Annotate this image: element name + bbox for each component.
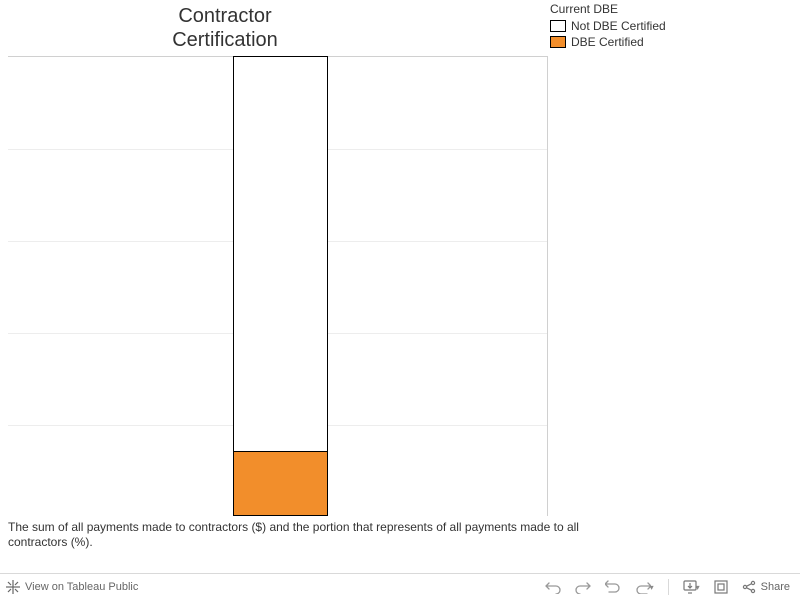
tableau-logo-icon <box>6 580 20 594</box>
tableau-toolbar: View on Tableau Public <box>0 573 800 600</box>
view-on-tableau-public-label: View on Tableau Public <box>25 581 138 593</box>
refresh-icon <box>635 580 651 594</box>
share-label: Share <box>761 581 790 593</box>
refresh-button[interactable]: ▾ <box>635 580 654 594</box>
fullscreen-button[interactable] <box>714 580 728 594</box>
legend-item[interactable]: Not DBE Certified <box>550 19 666 33</box>
viz-container: Contractor Certification Current DBE Not… <box>0 0 800 600</box>
bar-segment-not-dbe[interactable] <box>233 56 328 452</box>
undo-icon <box>545 580 561 594</box>
chart-title-line1: Contractor <box>178 5 271 27</box>
chevron-down-icon: ▾ <box>650 583 654 592</box>
redo-button[interactable] <box>575 580 591 594</box>
chevron-down-icon: ▾ <box>696 583 700 592</box>
chart-plot-area <box>8 56 548 516</box>
revert-button[interactable] <box>605 580 621 594</box>
legend-swatch-dbe <box>550 36 566 48</box>
download-icon <box>683 580 697 594</box>
bar-segment-dbe[interactable] <box>233 452 328 516</box>
legend-item[interactable]: DBE Certified <box>550 35 666 49</box>
share-button[interactable]: Share <box>742 580 790 594</box>
legend: Current DBE Not DBE Certified DBE Certif… <box>550 2 666 51</box>
redo-icon <box>575 580 591 594</box>
toolbar-separator <box>668 579 669 595</box>
legend-title: Current DBE <box>550 2 666 16</box>
view-on-tableau-public-button[interactable]: View on Tableau Public <box>6 580 138 594</box>
chart-title: Contractor Certification <box>0 4 450 52</box>
legend-label: DBE Certified <box>571 35 644 49</box>
stacked-bar[interactable] <box>233 56 328 516</box>
download-button[interactable]: ▾ <box>683 580 700 594</box>
legend-swatch-not-dbe <box>550 20 566 32</box>
chart-caption: The sum of all payments made to contract… <box>8 520 608 550</box>
legend-label: Not DBE Certified <box>571 19 666 33</box>
chart-title-line2: Certification <box>172 29 278 51</box>
undo-button[interactable] <box>545 580 561 594</box>
share-icon <box>742 580 756 594</box>
revert-icon <box>605 580 621 594</box>
fullscreen-icon <box>714 580 728 594</box>
